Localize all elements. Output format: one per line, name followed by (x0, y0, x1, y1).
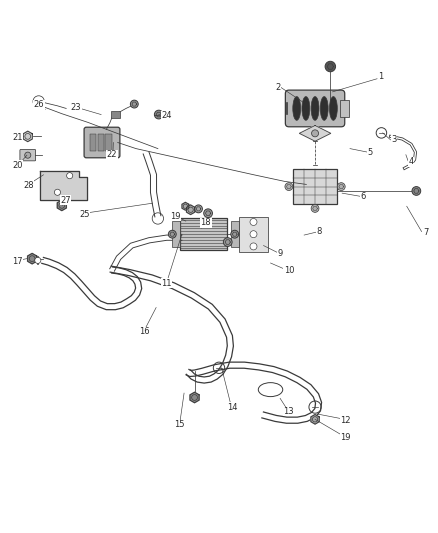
Circle shape (311, 205, 319, 212)
FancyBboxPatch shape (90, 134, 96, 151)
Text: 11: 11 (161, 279, 172, 288)
Circle shape (285, 183, 293, 190)
Text: 16: 16 (139, 327, 150, 336)
Text: 1: 1 (378, 72, 383, 81)
Circle shape (35, 257, 41, 263)
Text: 9: 9 (278, 249, 283, 258)
FancyBboxPatch shape (180, 219, 227, 250)
Polygon shape (182, 203, 189, 210)
Polygon shape (40, 171, 87, 200)
Circle shape (223, 238, 232, 246)
Text: 13: 13 (283, 407, 294, 416)
FancyBboxPatch shape (111, 111, 120, 118)
Circle shape (325, 61, 336, 72)
FancyBboxPatch shape (172, 221, 180, 247)
Ellipse shape (329, 96, 337, 120)
Circle shape (250, 219, 257, 225)
Ellipse shape (302, 96, 310, 120)
Ellipse shape (311, 96, 319, 120)
Polygon shape (190, 392, 199, 403)
Text: 6: 6 (360, 192, 366, 201)
Text: 23: 23 (71, 103, 81, 111)
Circle shape (194, 205, 202, 213)
Circle shape (250, 243, 257, 250)
Circle shape (412, 187, 421, 195)
Text: 2: 2 (276, 83, 281, 92)
Text: 10: 10 (284, 266, 294, 276)
FancyBboxPatch shape (20, 149, 35, 161)
Text: 20: 20 (12, 161, 22, 169)
Text: 18: 18 (201, 219, 211, 228)
Circle shape (54, 189, 60, 195)
FancyBboxPatch shape (239, 217, 268, 252)
Polygon shape (23, 131, 32, 142)
FancyBboxPatch shape (98, 134, 104, 151)
Circle shape (168, 230, 176, 238)
Text: 19: 19 (340, 433, 351, 442)
Text: 26: 26 (34, 100, 44, 109)
Text: 12: 12 (340, 416, 351, 425)
Text: 14: 14 (227, 402, 237, 411)
FancyBboxPatch shape (339, 100, 349, 117)
Polygon shape (299, 125, 331, 141)
Circle shape (154, 110, 163, 119)
Text: 28: 28 (23, 181, 34, 190)
Circle shape (337, 183, 345, 190)
FancyBboxPatch shape (231, 221, 239, 247)
Polygon shape (28, 253, 37, 264)
Text: 19: 19 (170, 212, 180, 221)
Text: 15: 15 (174, 420, 185, 429)
Text: 5: 5 (367, 149, 372, 157)
Circle shape (250, 231, 257, 238)
Text: 3: 3 (391, 135, 396, 144)
FancyBboxPatch shape (286, 90, 345, 127)
Text: 22: 22 (107, 150, 117, 159)
Circle shape (311, 130, 318, 137)
Text: 27: 27 (60, 196, 71, 205)
Circle shape (25, 152, 31, 158)
Polygon shape (311, 415, 319, 424)
Polygon shape (187, 205, 195, 215)
Text: 7: 7 (424, 228, 429, 237)
FancyBboxPatch shape (106, 134, 112, 151)
Text: 24: 24 (161, 111, 172, 120)
Circle shape (204, 209, 212, 217)
Text: 21: 21 (12, 133, 22, 142)
Circle shape (131, 100, 138, 108)
FancyBboxPatch shape (293, 169, 337, 204)
Circle shape (231, 230, 239, 238)
Text: 25: 25 (79, 209, 90, 219)
Circle shape (67, 173, 73, 179)
Text: 4: 4 (409, 157, 414, 166)
Text: 8: 8 (317, 227, 322, 236)
Text: 17: 17 (12, 257, 23, 266)
Polygon shape (57, 200, 67, 211)
Ellipse shape (293, 96, 300, 120)
Ellipse shape (320, 96, 328, 120)
FancyBboxPatch shape (84, 127, 120, 158)
